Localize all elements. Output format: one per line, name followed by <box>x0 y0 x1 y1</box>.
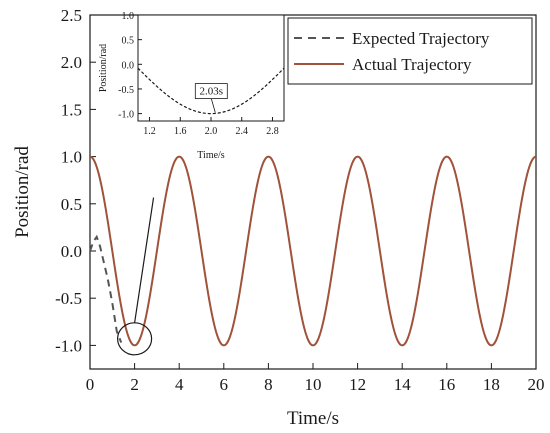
inset-expected-trajectory-line <box>137 67 285 115</box>
inset-x-tick-label: 2.8 <box>266 126 279 137</box>
x-tick-label: 20 <box>528 375 545 394</box>
x-tick-label: 12 <box>349 375 366 394</box>
inset-x-tick-label: 2.4 <box>235 126 248 137</box>
y-tick-label: 2.0 <box>61 53 82 72</box>
zoom-circle <box>117 322 153 356</box>
y-tick-label: 0.0 <box>61 242 82 261</box>
inset-x-tick-label: 1.2 <box>143 126 156 137</box>
x-tick-label: 6 <box>220 375 229 394</box>
inset-annotations: 2.03s <box>194 83 228 113</box>
legend-label-expected: Expected Trajectory <box>352 29 490 48</box>
zoom-connector-line <box>134 197 155 323</box>
inset-chart: 1.2 1.6 2.0 2.4 2.8 -1.0-0.50.00.51.0 2.03s … <box>98 11 285 161</box>
inset-x-axis: 1.2 1.6 2.0 2.4 2.8 <box>143 117 279 137</box>
x-tick-label: 2 <box>130 375 139 394</box>
main-series-group <box>89 155 537 347</box>
inset-y-tick-label: 0.5 <box>122 36 135 47</box>
x-tick-label: 16 <box>438 375 455 394</box>
actual-trajectory-line <box>89 155 537 347</box>
x-tick-label: 10 <box>305 375 322 394</box>
legend-box <box>287 17 533 85</box>
inset-y-tick-label: -1.0 <box>118 110 134 121</box>
y-tick-label: -0.5 <box>55 289 82 308</box>
inset-y-axis-label: Position/rad <box>98 44 109 92</box>
inset-x-tick-label: 1.6 <box>174 126 187 137</box>
expected-trajectory-line <box>89 234 123 343</box>
inset-y-axis: -1.0 -0.5 0.0 0.5 1.0 <box>118 11 142 121</box>
inset-annotation-box <box>194 83 228 100</box>
y-tick-label: 1.5 <box>61 100 82 119</box>
x-tick-label: 18 <box>483 375 500 394</box>
y-tick-label: 1.0 <box>61 148 82 167</box>
y-tick-label: 0.5 <box>61 195 82 214</box>
inset-y-tick-label: 1.0 <box>122 11 135 22</box>
inset-annotation-label: 2.03s <box>200 86 224 98</box>
main-y-axis: -1.0 -0.5 0.0 0.5 1.0 1.5 2.0 2.5 <box>55 6 96 355</box>
y-tick-label: -1.0 <box>55 336 82 355</box>
inset-annotation-pointer <box>210 98 216 113</box>
main-x-axis: 0 2 4 6 8 10 12 14 16 18 20 <box>86 363 545 394</box>
legend-label-actual: Actual Trajectory <box>352 55 472 74</box>
inset-y-tick-label: -0.5 <box>118 85 134 96</box>
legend: Expected Trajectory Actual Trajectory <box>287 17 533 85</box>
x-tick-label: 4 <box>175 375 184 394</box>
x-tick-label: 8 <box>264 375 273 394</box>
inset-y-tick-label: 0.0 <box>122 60 135 71</box>
inset-x-axis-label: Time/s <box>197 150 225 161</box>
inset-background <box>138 15 284 121</box>
inset-x-tick-label: 2.0 <box>205 126 218 137</box>
y-tick-label: 2.5 <box>61 6 82 25</box>
inset-series-group <box>137 67 285 115</box>
x-tick-label: 0 <box>86 375 95 394</box>
y-axis-label: Position/rad <box>12 146 33 238</box>
x-tick-label: 14 <box>394 375 412 394</box>
main-annotations <box>117 197 155 356</box>
x-axis-label: Time/s <box>287 408 339 429</box>
